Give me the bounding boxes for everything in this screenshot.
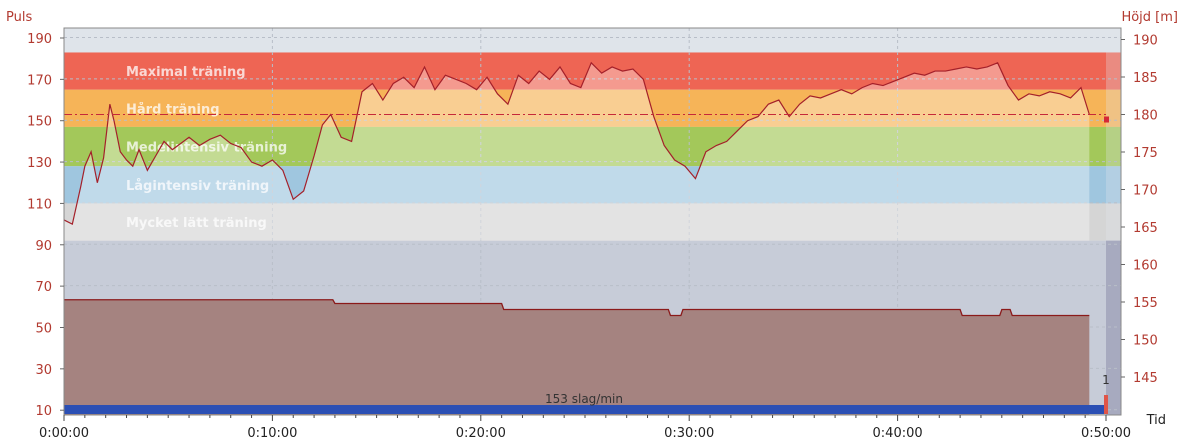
zone-band-0 [64,52,1106,90]
zone-label-3: Lågintensiv träning [126,179,269,194]
pulse-layer [63,61,1109,241]
y-left-tick-label-3: 70 [35,280,52,295]
x-tick-label-3: 0:30:00 [664,426,714,441]
y-right-tick-label-3: 160 [1133,259,1158,274]
upper-band [64,28,1121,53]
y-right-tick-label-4: 165 [1133,221,1158,236]
zone-band-tail-1 [1106,89,1121,127]
x-axis-title: Tid [1146,413,1166,428]
y-right-tick-label-9: 190 [1133,34,1158,49]
zone-band-3 [64,166,1106,204]
y-left-axis-title: Puls [6,10,32,25]
elevation-layer [64,299,1108,415]
pulse-line [63,61,1090,225]
zone-label-4: Mycket lätt träning [126,216,267,231]
y-left-tick-label-6: 130 [27,156,52,171]
elevation-area [64,299,1090,415]
x-tick-label-4: 0:40:00 [873,426,923,441]
avg-pulse-label: 153 slag/min [545,392,623,406]
zone-band-4 [64,203,1106,241]
right-edge-band [1106,240,1121,415]
x-tick-label-0: 0:00:00 [39,426,89,441]
y-left-tick-label-5: 110 [27,197,52,212]
axes-layer: 10 30 50 70 90 110 130 150 170 190 145 150 155 160 165… [27,27,1158,441]
y-right-tick-label-7: 180 [1133,109,1158,124]
y-right-tick-label-8: 185 [1133,71,1158,86]
y-left-tick-label-7: 150 [27,115,52,130]
pulse-area [64,62,1090,241]
grid-layer [64,28,1121,415]
y-left-tick-label-1: 30 [35,363,52,378]
y-right-tick-label-6: 175 [1133,146,1158,161]
y-left-tick-label-4: 90 [35,239,52,254]
x-tick-label-2: 0:20:00 [456,426,506,441]
x-tick-label-1: 0:10:00 [247,426,297,441]
y-right-tick-label-5: 170 [1133,184,1158,199]
zone-band-1 [64,89,1106,127]
plot-frame [63,27,1122,416]
zone-label-0: Maximal träning [126,65,246,80]
y-right-axis-title: Höjd [m] [1121,10,1178,25]
bottom-bar [64,405,1106,414]
zone-band-tail-0 [1106,52,1121,90]
y-left-tick-label-2: 50 [35,321,52,336]
y-left-tick-label-0: 10 [35,404,52,419]
zone-label-1: Hård träning [126,102,220,117]
y-left-tick-label-9: 190 [27,32,52,47]
y-right-tick-label-2: 155 [1133,296,1158,311]
lap-marker [1104,395,1108,414]
elevation-line [64,299,1090,317]
y-left-tick-label-8: 170 [27,73,52,88]
avg-pulse-marker [1104,116,1109,123]
zone-band-tail-3 [1106,166,1121,204]
zone-band-tail-4 [1106,203,1121,241]
lap-marker-label: 1 [1102,373,1110,387]
zone-band-tail-2 [1106,126,1121,167]
x-tick-label-5: 0:50:00 [1081,426,1131,441]
y-right-tick-label-0: 145 [1133,371,1158,386]
y-right-tick-label-1: 150 [1133,334,1158,349]
